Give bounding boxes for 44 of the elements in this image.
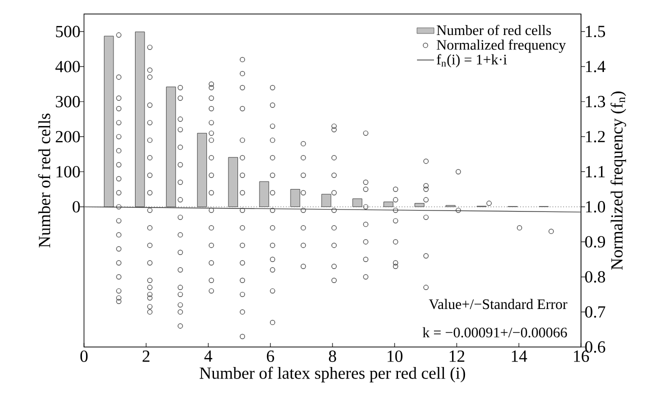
y-tick-label: 200 <box>56 130 80 142</box>
x-tick-label: 8 <box>328 350 336 362</box>
y2-tick-label: 1.3 <box>586 96 606 108</box>
legend-label: f$_{n}$(i) = 1+k·i <box>436 54 507 68</box>
annotation: Value+/−Standard Error <box>428 298 568 310</box>
annotation: k = −0.00091+/−0.00066 <box>422 327 567 338</box>
bar <box>352 198 362 208</box>
y2-tick-label: 1.4 <box>586 60 606 72</box>
bar <box>166 86 176 208</box>
bar <box>197 132 207 208</box>
y2-tick-label: 0.8 <box>585 271 606 283</box>
y-tick-label: 0 <box>72 201 80 213</box>
legend-label: Normalized frequency <box>436 39 566 53</box>
y-tick-label: 500 <box>56 26 80 38</box>
x-tick-label: 0 <box>80 350 88 362</box>
y2-tick-label: 1.0 <box>586 201 606 213</box>
bar <box>414 203 424 208</box>
bar <box>321 194 332 208</box>
bar <box>290 189 300 208</box>
legend-label: Number of red cells <box>436 24 551 36</box>
bar <box>135 32 145 208</box>
x-tick-label: 14 <box>512 350 528 362</box>
x-tick-label: 4 <box>204 350 212 362</box>
y-tick-label: 100 <box>56 166 80 178</box>
y2-tick-label: 1.1 <box>586 166 605 178</box>
y2-tick-label: 0.6 <box>585 341 606 353</box>
bar <box>384 202 394 208</box>
x-tick-label: 10 <box>388 350 402 362</box>
x-tick-label: 16 <box>574 350 589 362</box>
y-tick-label: 300 <box>56 96 80 108</box>
bar <box>228 157 238 208</box>
y-axis-title: Number of red cells <box>38 114 50 248</box>
x-tick-label: 6 <box>266 350 274 362</box>
bar <box>259 181 270 208</box>
y2-tick-label: 1.2 <box>586 130 605 142</box>
y-tick-label: 400 <box>55 60 80 72</box>
y2-axis-title: Normalized frequency (f$_{n}$) <box>610 92 626 270</box>
x-tick-label: 2 <box>142 350 150 362</box>
bar <box>104 36 114 208</box>
x-tick-label: 12 <box>450 350 464 362</box>
y2-tick-label: 0.9 <box>585 236 606 248</box>
y2-tick-label: 1.5 <box>586 26 606 38</box>
y2-tick-label: 0.7 <box>585 306 606 318</box>
x-axis-title: Number of latex spheres per red cell (i) <box>200 366 466 382</box>
